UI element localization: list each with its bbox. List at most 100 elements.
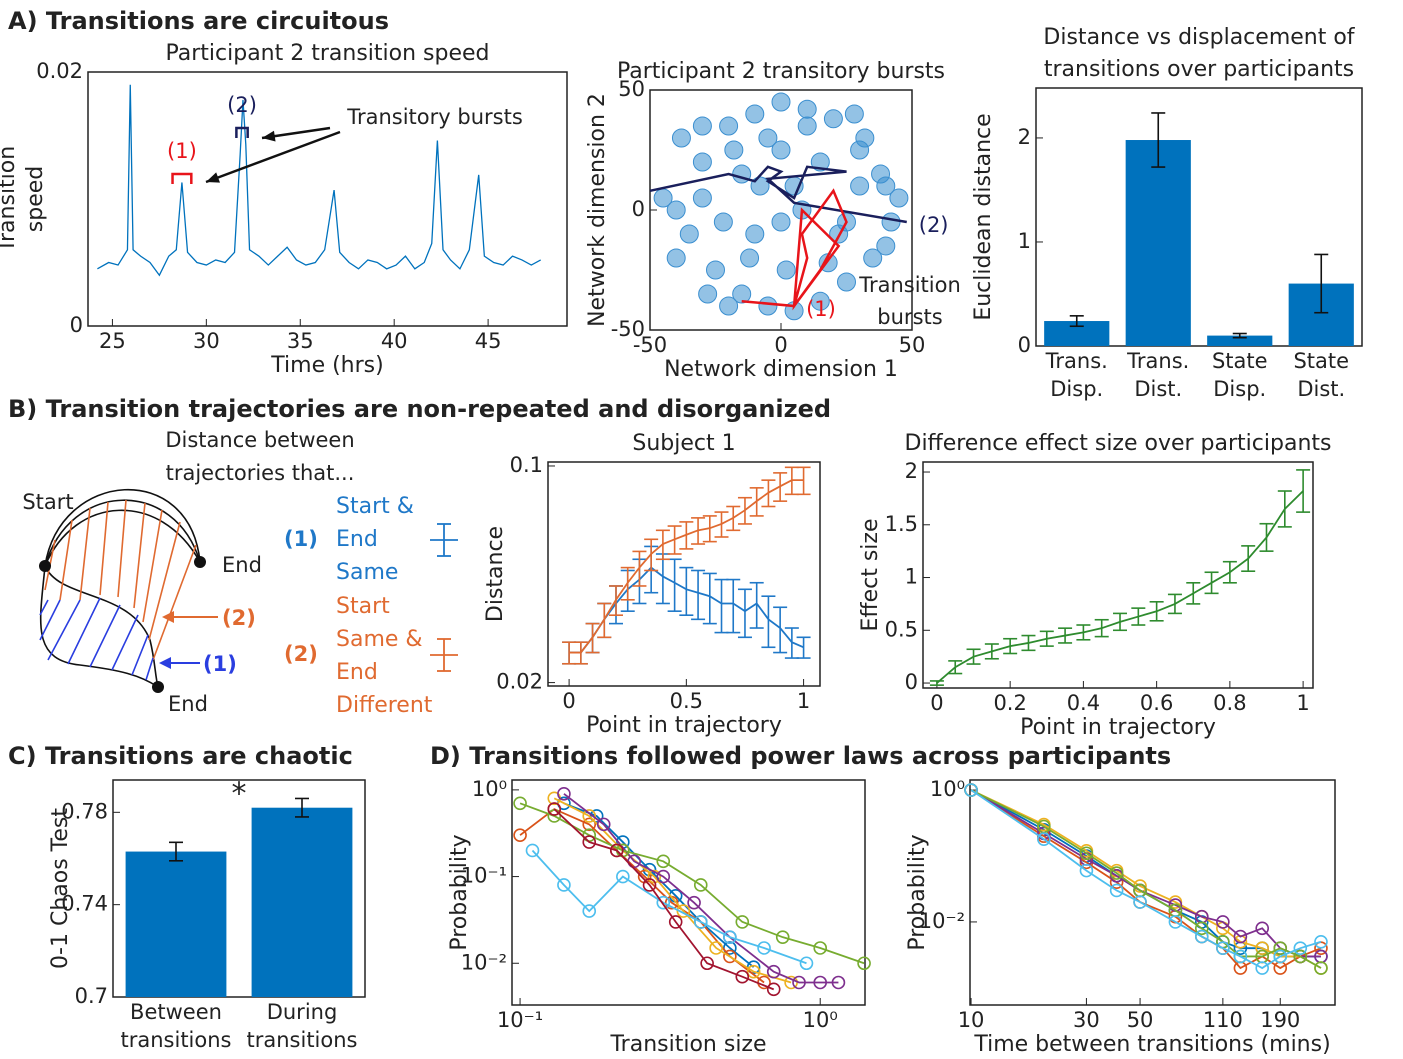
marker: [1168, 915, 1183, 929]
y-axis-label: 0-1 Chaos Test: [48, 808, 73, 969]
x-tick-label: 1: [1296, 691, 1309, 715]
x-tick-label: 0.4: [1067, 691, 1100, 715]
y-axis-label: Probability: [447, 834, 472, 950]
x-tick-label: 10: [958, 1008, 985, 1032]
scatter-point: [863, 248, 883, 268]
x-axis-label: Network dimension 1: [664, 357, 898, 382]
scatter-point: [745, 224, 765, 244]
y-axis-label: Network dimension 2: [585, 93, 610, 327]
marker: [1273, 941, 1288, 955]
marker: [656, 854, 671, 869]
series-line: [741, 188, 848, 311]
y-tick-label: 10⁰: [472, 777, 507, 801]
marker: [693, 915, 708, 929]
marker: [831, 975, 846, 990]
marker: [964, 783, 978, 797]
bracket: [171, 172, 193, 184]
marker: [1293, 949, 1308, 964]
y-tick-label: 10⁻²: [461, 950, 507, 974]
marker: [813, 975, 828, 990]
y-tick-label: 0.5: [885, 617, 918, 641]
scatter-point: [666, 248, 686, 268]
annotation-arrow: [205, 130, 341, 184]
series-line: [563, 793, 839, 984]
y-tick-label: 0.02: [36, 59, 83, 83]
marker: [582, 835, 597, 849]
marker: [1133, 895, 1147, 909]
x-tick-label: Trans. Disp.: [1045, 349, 1108, 401]
marker: [1216, 941, 1230, 955]
marker: [735, 915, 750, 929]
marker: [1255, 961, 1270, 975]
x-tick-label-line: Trans.: [1126, 349, 1189, 373]
scatter-point: [810, 152, 830, 172]
marker: [1233, 929, 1248, 944]
scatter-point: [810, 291, 830, 311]
marker: [582, 817, 597, 832]
marker: [813, 941, 828, 955]
x-tick-label: 50: [899, 333, 926, 357]
x-tick-label: 0.8: [1213, 691, 1246, 715]
scatter-point: [776, 260, 796, 280]
annotation: *: [232, 777, 247, 812]
x-axis-label: Time (hrs): [270, 353, 383, 378]
y-tick-label: 0.74: [61, 892, 108, 916]
panel-heading: B) Transition trajectories are non-repea…: [8, 395, 831, 423]
scatter-point: [797, 116, 817, 136]
x-tick-label-line: Trans.: [1045, 349, 1108, 373]
y-tick-label: 0: [905, 670, 918, 694]
x-tick-label-line: During: [267, 1000, 338, 1024]
panel-heading: C) Transitions are chaotic: [8, 742, 353, 770]
scatter-point: [679, 224, 699, 244]
marker: [582, 809, 597, 823]
marker: [757, 941, 771, 955]
marker: [775, 930, 790, 944]
scatter-point: [871, 164, 891, 184]
diagram-label: End: [168, 692, 208, 716]
x-tick-label: 25: [99, 329, 126, 353]
diagram-label: (1): [203, 652, 237, 676]
chart-title-line: transitions over participants: [1044, 57, 1354, 82]
marker: [799, 956, 814, 971]
y-tick-label: 2: [1018, 125, 1031, 149]
y-tick-label: 50: [618, 77, 645, 101]
y-axis-label: Probability: [905, 834, 930, 950]
marker: [687, 895, 701, 910]
marker: [656, 869, 671, 884]
chart-title-line: Distance vs displacement of: [1043, 25, 1355, 50]
x-axis-label: Time between transitions (mins): [973, 1032, 1330, 1057]
x-tick-label: 10⁻¹: [497, 1008, 543, 1032]
marker: [723, 949, 737, 964]
chart-title: Participant 2 transition speed: [165, 41, 489, 66]
x-tick-label: 190: [1260, 1008, 1300, 1032]
scatter-point: [745, 104, 765, 124]
y-tick-label: 1: [905, 565, 918, 589]
scatter-point: [666, 200, 686, 220]
marker: [857, 956, 871, 971]
marker: [557, 787, 571, 801]
marker: [709, 941, 723, 955]
y-tick-label: 10⁻²: [919, 909, 965, 933]
plot-frame: [922, 461, 1314, 689]
marker: [525, 843, 540, 858]
legend-label: (1): [284, 527, 318, 551]
marker: [766, 964, 781, 979]
marker: [616, 869, 630, 884]
chart-title: Difference effect size over participants: [905, 431, 1332, 456]
annotation: Transitory bursts: [346, 105, 523, 129]
marker: [766, 982, 781, 997]
scatter-point: [797, 99, 817, 119]
diagram-label: (2): [222, 606, 256, 630]
x-tick-label-line: Between: [130, 1000, 222, 1024]
scatter-point: [758, 128, 778, 148]
scatter-point: [698, 284, 718, 304]
marker: [642, 862, 657, 877]
scatter-point: [876, 236, 896, 256]
marker: [609, 843, 624, 858]
scatter-point: [771, 140, 791, 160]
scatter-point: [692, 116, 712, 136]
y-tick-label: -50: [611, 317, 645, 341]
trajectory-diagram: [39, 488, 218, 693]
